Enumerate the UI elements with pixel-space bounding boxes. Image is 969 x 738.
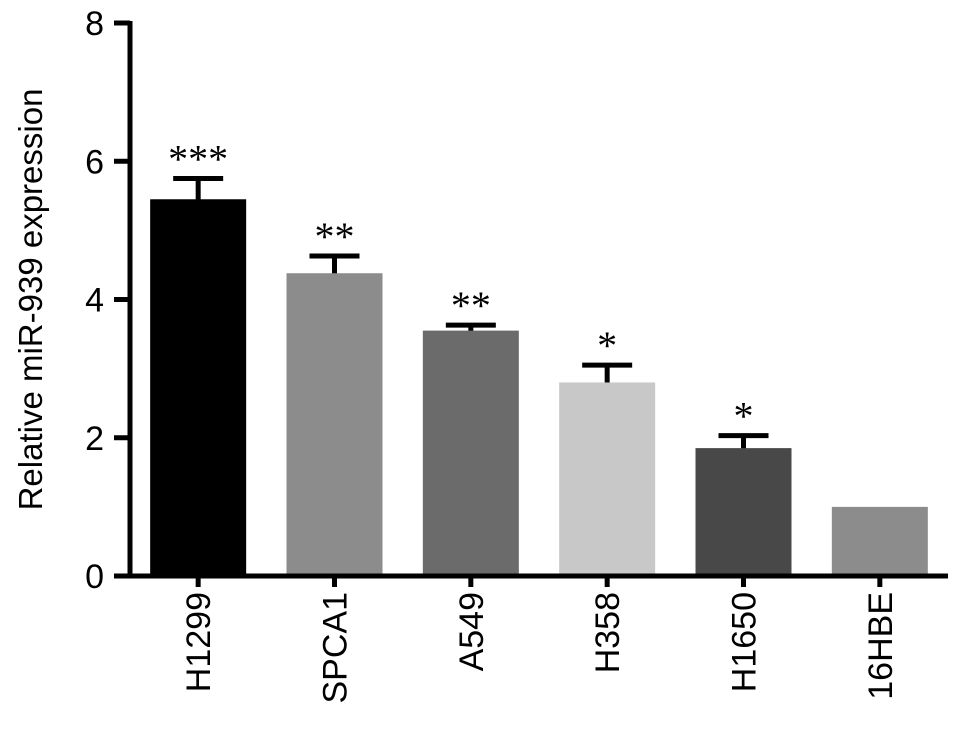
y-tick-label: 2	[85, 420, 104, 458]
significance-label: ***	[168, 137, 228, 182]
label-layer: *** H1299 ** SPCA1 ** A549 * H358 * H1650 16HBE 0 2 4…	[85, 5, 900, 704]
x-tick-label: H1650	[726, 592, 764, 692]
x-tick-label: 16HBE	[862, 592, 900, 700]
y-axis-title: Relative miR-939 expression	[12, 89, 49, 511]
x-tick-label: SPCA1	[317, 592, 355, 704]
bar-h358	[559, 382, 656, 576]
significance-label: **	[451, 283, 491, 328]
significance-label: **	[315, 214, 355, 259]
x-tick-label: H1299	[180, 592, 218, 692]
y-tick-label: 6	[85, 143, 104, 181]
y-tick-label: 4	[85, 282, 104, 320]
bar-spca1	[286, 273, 383, 576]
significance-label: *	[597, 323, 617, 368]
significance-label: *	[734, 394, 754, 439]
y-tick-label: 8	[85, 5, 104, 43]
bar-a549	[422, 330, 519, 576]
x-tick-label: A549	[453, 592, 491, 671]
axis-layer	[114, 20, 948, 587]
bar-16hbe	[831, 506, 928, 576]
bar-h1650	[695, 448, 792, 576]
y-axis-title-group: Relative miR-939 expression	[12, 89, 49, 511]
y-tick-label: 0	[85, 558, 104, 596]
bar-layer	[150, 199, 928, 577]
bar-h1299	[150, 199, 247, 577]
x-tick-label: H358	[589, 592, 627, 673]
